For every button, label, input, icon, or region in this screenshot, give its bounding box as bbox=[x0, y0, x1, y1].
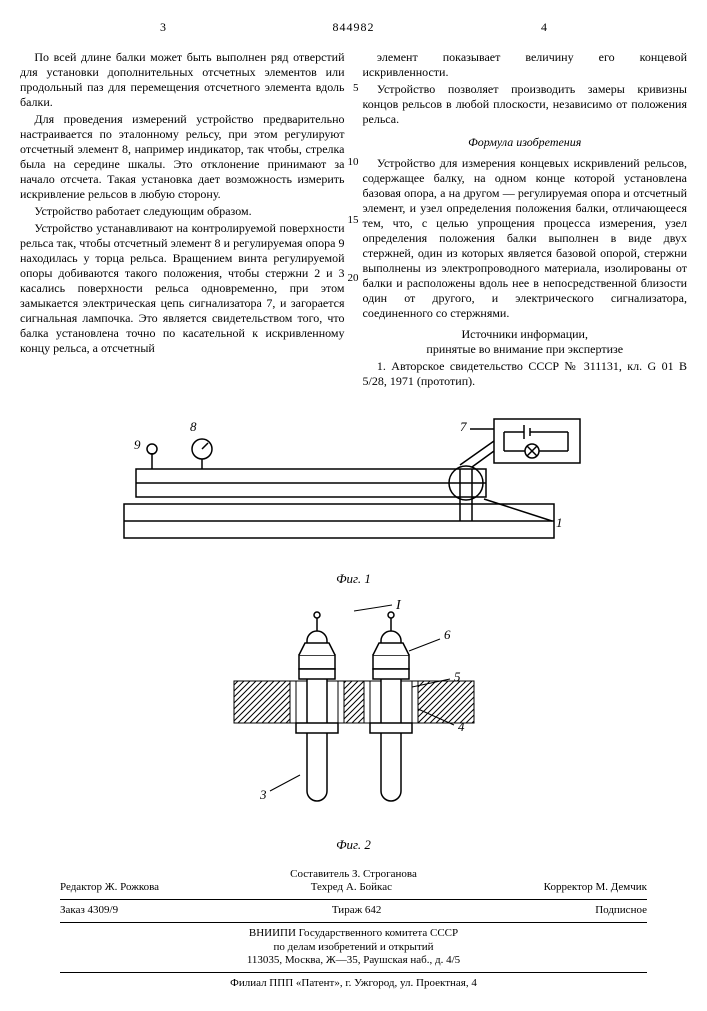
figure-1-caption: Фиг. 1 bbox=[20, 571, 687, 587]
right-p2: 5 Устройство позволяет производить замер… bbox=[363, 82, 688, 127]
claim-body: 10 15 20 Устройство для измерения концев… bbox=[363, 156, 688, 321]
colophon-tehred: Техред А. Бойкас bbox=[311, 881, 392, 895]
fig2-label-4: 4 bbox=[458, 719, 465, 734]
colophon-addr2: Филиал ППП «Патент», г. Ужгород, ул. Про… bbox=[20, 977, 687, 991]
claim-text: Устройство для измерения концевых искрив… bbox=[363, 156, 688, 320]
figure-2-caption: Фиг. 2 bbox=[20, 837, 687, 853]
line-number-10: 10 bbox=[333, 156, 358, 170]
sources-subtitle: принятые во внимание при экспертизе bbox=[363, 342, 688, 357]
left-p1: По всей длине балки может быть выполнен … bbox=[20, 50, 345, 110]
colophon-row2: Редактор Ж. Рожкова Техред А. Бойкас Кор… bbox=[20, 881, 687, 895]
right-p2-text: Устройство позволяет производить замеры … bbox=[363, 82, 688, 126]
colophon-org2: по делам изобретений и открытий bbox=[20, 941, 687, 955]
colophon-rule-2 bbox=[60, 922, 647, 923]
fig2-label-6: 6 bbox=[444, 627, 451, 642]
colophon-rule-3 bbox=[60, 972, 647, 973]
fig1-label-8: 8 bbox=[190, 419, 197, 434]
document-number: 844982 bbox=[333, 20, 375, 35]
colophon-editor: Редактор Ж. Рожкова bbox=[60, 881, 159, 895]
left-p4: Устройство устанавливают на контролируем… bbox=[20, 221, 345, 356]
sources-title: Источники информации, bbox=[363, 327, 688, 342]
left-column: По всей длине балки может быть выполнен … bbox=[20, 50, 345, 391]
colophon-compiler: Составитель З. Строганова bbox=[20, 868, 687, 882]
fig2-label-5: 5 bbox=[454, 669, 461, 684]
right-column: элемент показывает величину его концевой… bbox=[363, 50, 688, 391]
figure-2: I bbox=[204, 595, 504, 835]
colophon-addr1: 113035, Москва, Ж—35, Раушская наб., д. … bbox=[20, 954, 687, 968]
page-header: 3 844982 4 bbox=[20, 20, 687, 38]
colophon-order: Заказ 4309/9 bbox=[60, 904, 118, 918]
page-number-right: 4 bbox=[541, 20, 547, 35]
colophon-org1: ВНИИПИ Государственного комитета СССР bbox=[20, 927, 687, 941]
line-number-20: 20 bbox=[333, 272, 358, 286]
figures-block: 9 8 7 1 Фиг. 1 I bbox=[20, 409, 687, 854]
colophon-rule-1 bbox=[60, 899, 647, 900]
fig1-label-7: 7 bbox=[460, 419, 467, 434]
fig2-label-3: 3 bbox=[259, 787, 267, 802]
colophon-tirage: Тираж 642 bbox=[332, 904, 382, 918]
claim-title: Формула изобретения bbox=[363, 135, 688, 150]
colophon-sub: Подписное bbox=[595, 904, 647, 918]
page-number-left: 3 bbox=[160, 20, 166, 35]
line-number-15: 15 bbox=[333, 214, 358, 228]
colophon: Составитель З. Строганова Редактор Ж. Ро… bbox=[20, 868, 687, 991]
fig2-label-I: I bbox=[395, 598, 402, 613]
figure-1: 9 8 7 1 bbox=[94, 409, 614, 569]
left-p2: Для проведения измерений устройство пред… bbox=[20, 112, 345, 202]
fig1-label-1: 1 bbox=[556, 515, 563, 530]
sources-item: 1. Авторское свидетельство СССР № 311131… bbox=[363, 359, 688, 389]
text-columns: По всей длине балки может быть выполнен … bbox=[20, 50, 687, 391]
colophon-corrector: Корректор М. Демчик bbox=[544, 881, 647, 895]
right-p1: элемент показывает величину его концевой… bbox=[363, 50, 688, 80]
fig1-label-9: 9 bbox=[134, 437, 141, 452]
left-p3: Устройство работает следующим образом. bbox=[20, 204, 345, 219]
colophon-row3: Заказ 4309/9 Тираж 642 Подписное bbox=[20, 904, 687, 918]
line-number-5: 5 bbox=[339, 82, 359, 96]
